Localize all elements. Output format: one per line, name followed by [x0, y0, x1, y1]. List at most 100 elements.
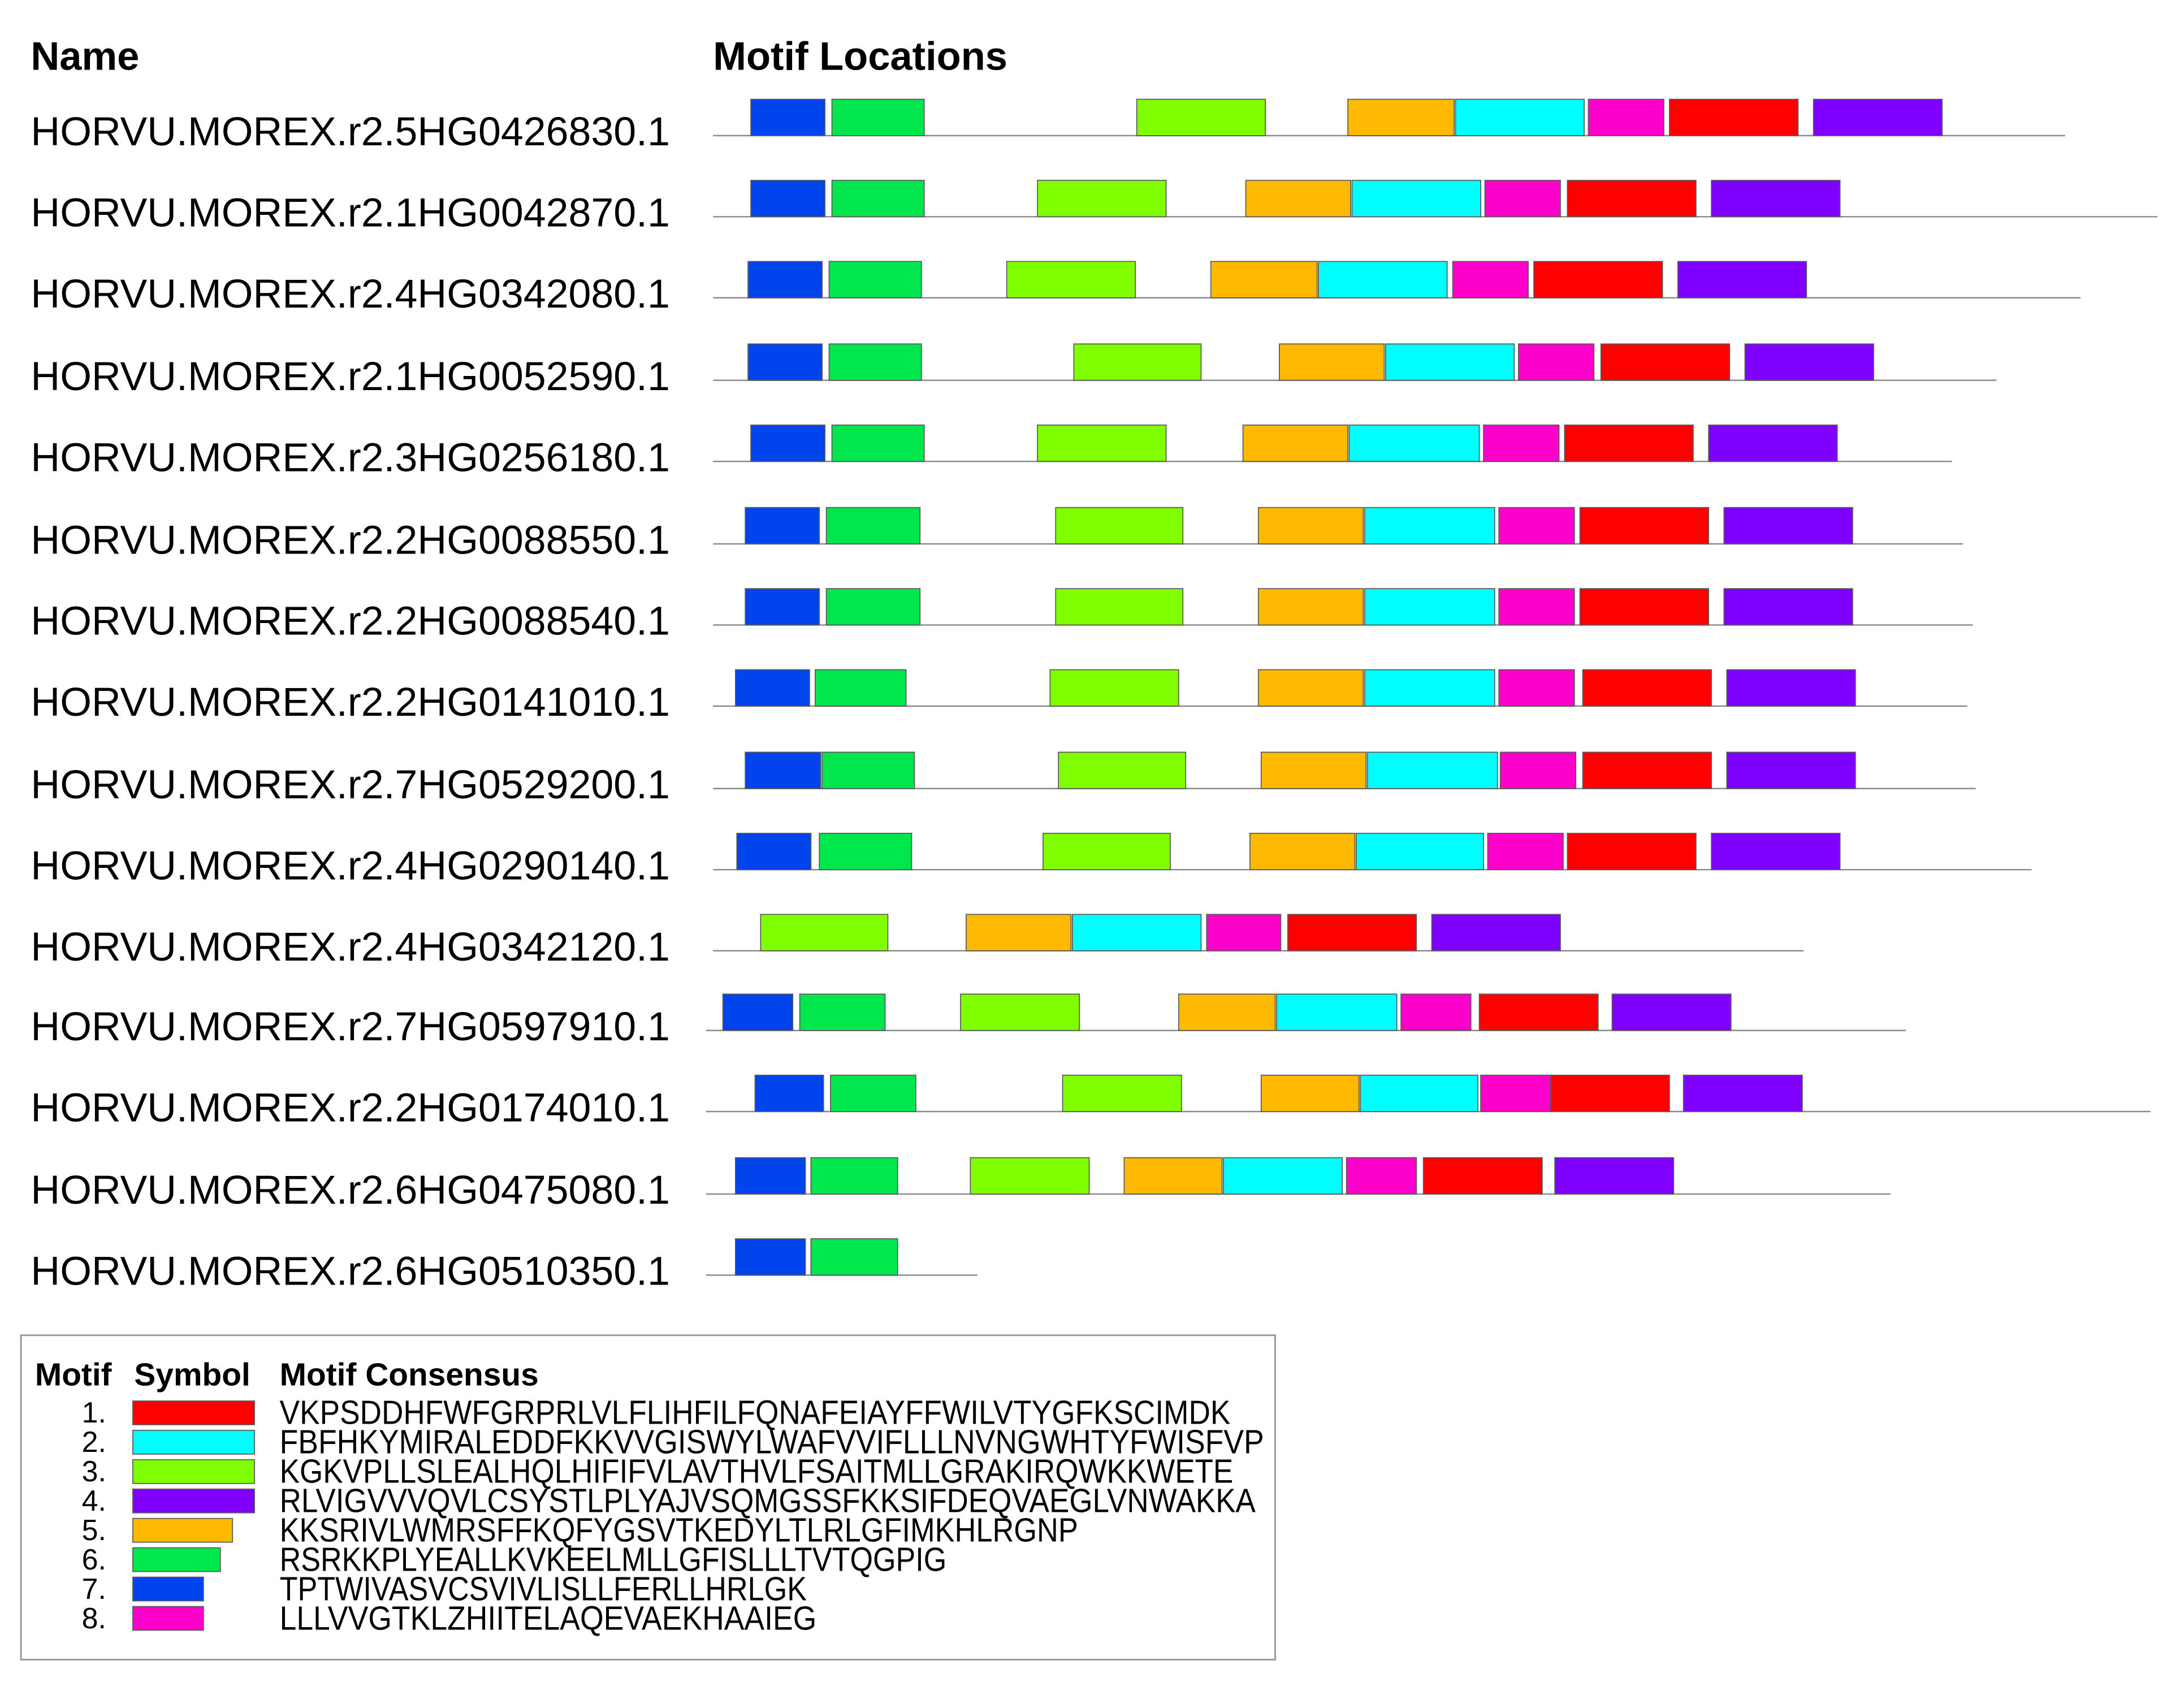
legend-row: 1. VKPSDDHFWFGRPRLVLFLIHFILFQNAFEIAYFFWIL… [82, 1394, 1231, 1432]
motif-7-box [722, 993, 794, 1031]
legend-rows: 1. VKPSDDHFWFGRPRLVLFLIHFILFQNAFEIAYFFWIL… [82, 1394, 1264, 1637]
motif-3-box [1006, 261, 1136, 299]
sequence-row: HORVU.MOREX.r2.4HG0342080.1 [31, 261, 2081, 317]
sequence-row: HORVU.MOREX.r2.7HG0529200.1 [31, 751, 1976, 807]
motif-3-box [960, 993, 1080, 1031]
motif-7-box [750, 98, 826, 136]
motif-7-box [747, 343, 823, 381]
sequence-name: HORVU.MOREX.r2.7HG0529200.1 [31, 762, 670, 807]
motif-1-box [1669, 98, 1799, 136]
motif-1-box [1533, 261, 1663, 299]
sequence-row: HORVU.MOREX.r2.5HG0426830.1 [31, 98, 2065, 154]
motif-3-box [1136, 98, 1266, 136]
legend-motif-number: 2. [82, 1426, 106, 1459]
motif-6-box [814, 669, 907, 707]
motif-8-box [1346, 1157, 1417, 1195]
motif-3-box [1055, 507, 1184, 544]
sequence-name: HORVU.MOREX.r2.4HG0290140.1 [31, 844, 670, 889]
legend-row: 6. RSRKKPLYEALLKVKEELMLLGFISLLLTVTQGPIG [82, 1540, 947, 1578]
motif-8-box [1498, 669, 1575, 707]
motif-8-box [1400, 993, 1472, 1031]
legend-motif-consensus: KKSRIVLWMRSFFKQFYGSVTKEDYLTLRLGFIMKHLRGN… [280, 1511, 1078, 1549]
sequence-name: HORVU.MOREX.r2.7HG0597910.1 [31, 1004, 670, 1049]
motif-6-box [828, 261, 922, 299]
motif-2-box [1366, 751, 1498, 789]
motif-5-box [1242, 424, 1348, 462]
motif-1-box [1567, 833, 1697, 871]
sequence-row: HORVU.MOREX.r2.1HG0052590.1 [31, 343, 1997, 399]
legend-motif-number: 7. [82, 1573, 106, 1606]
legend-header-motif: Motif [35, 1357, 113, 1393]
legend-symbol-swatch [132, 1459, 255, 1484]
sequence-row: HORVU.MOREX.r2.2HG0141010.1 [31, 669, 1967, 725]
legend-symbol-swatch [132, 1488, 255, 1514]
motif-8-box [1484, 180, 1561, 218]
motif-1-box [1422, 1157, 1543, 1195]
motif-1-box [1550, 1074, 1670, 1112]
sequence-name: HORVU.MOREX.r2.2HG0174010.1 [31, 1085, 670, 1130]
motif-4-box [1744, 343, 1874, 381]
motif-2-box [1318, 261, 1448, 299]
motif-5-box [1257, 588, 1364, 626]
motif-5-box [1257, 507, 1364, 544]
legend-motif-consensus: FBFHKYMIRALEDDFKKVVGISWYLWAFVVIFLLLNVNGW… [280, 1423, 1264, 1461]
motif-3-box [1055, 588, 1184, 626]
motif-3-box [1037, 180, 1167, 218]
motif-locations-header: Motif Locations [713, 34, 1007, 79]
motif-1-box [1564, 424, 1694, 462]
legend-motif-consensus: RSRKKPLYEALLKVKEELMLLGFISLLLTVTQGPIG [280, 1540, 947, 1578]
sequence-name: HORVU.MOREX.r2.2HG0088540.1 [31, 599, 670, 644]
sequence-name: HORVU.MOREX.r2.3HG0256180.1 [31, 435, 670, 480]
motif-3-box [760, 914, 889, 952]
legend-motif-number: 3. [82, 1455, 106, 1488]
motif-6-box [831, 98, 925, 136]
motif-7-box [745, 507, 820, 544]
motif-6-box [831, 424, 925, 462]
motif-legend: Motif Symbol Motif Consensus 1. VKPSDDHFW… [20, 1334, 1276, 1661]
motif-1-box [1287, 914, 1417, 952]
motif-2-box [1364, 669, 1495, 707]
legend-frame [20, 1334, 1276, 1661]
sequence-row: HORVU.MOREX.r2.4HG0342120.1 [31, 914, 1804, 970]
sequence-name: HORVU.MOREX.r2.6HG0475080.1 [31, 1168, 670, 1213]
sequence-name: HORVU.MOREX.r2.1HG0052590.1 [31, 354, 670, 399]
legend-symbol-swatch [132, 1400, 255, 1425]
motif-2-box [1348, 424, 1480, 462]
motif-6-box [828, 343, 922, 381]
motif-2-box [1072, 914, 1202, 952]
motif-2-box [1455, 98, 1585, 136]
legend-symbol-swatch [132, 1429, 255, 1455]
motif-6-box [825, 588, 921, 626]
motif-6-box [799, 993, 886, 1031]
legend-row: 3. KGKVPLLSLEALHQLHIFIFVLAVTHVLFSAITMLLGR… [82, 1452, 1234, 1490]
motif-5-box [1260, 751, 1367, 789]
motif-7-box [734, 1238, 806, 1276]
legend-motif-consensus: RLVIGVVVQVLCSYSTLPLYAJVSQMGSSFKKSIFDEQVA… [280, 1482, 1256, 1520]
motif-8-box [1499, 751, 1577, 789]
sequence-name: HORVU.MOREX.r2.4HG0342080.1 [31, 271, 670, 317]
motif-5-box [966, 914, 1072, 952]
sequence-name: HORVU.MOREX.r2.2HG0141010.1 [31, 680, 670, 725]
motif-4-box [1723, 588, 1853, 626]
motif-2-box [1223, 1157, 1343, 1195]
motif-8-box [1498, 588, 1575, 626]
motif-7-box [734, 669, 810, 707]
legend-row: 2. FBFHKYMIRALEDDFKKVVGISWYLWAFVVIFLLLNVN… [82, 1423, 1264, 1461]
motif-2-box [1356, 833, 1484, 871]
legend-motif-number: 8. [82, 1602, 106, 1635]
legend-row: 7. TPTWIVASVCSVIVLISLLFERLLHRLGK [82, 1569, 807, 1607]
motif-8-box [1483, 424, 1560, 462]
motif-5-box [1210, 261, 1318, 299]
motif-1-box [1582, 669, 1712, 707]
motif-5-box [1279, 343, 1385, 381]
motif-8-box [1498, 507, 1575, 544]
motif-4-box [1813, 98, 1943, 136]
motif-4-box [1708, 424, 1838, 462]
motif-5-box [1260, 1074, 1360, 1112]
motif-6-box [819, 833, 912, 871]
motif-3-box [1037, 424, 1167, 462]
motif-8-box [1452, 261, 1529, 299]
sequence-row: HORVU.MOREX.r2.6HG0510350.1 [31, 1238, 978, 1294]
motif-7-box [745, 751, 821, 789]
